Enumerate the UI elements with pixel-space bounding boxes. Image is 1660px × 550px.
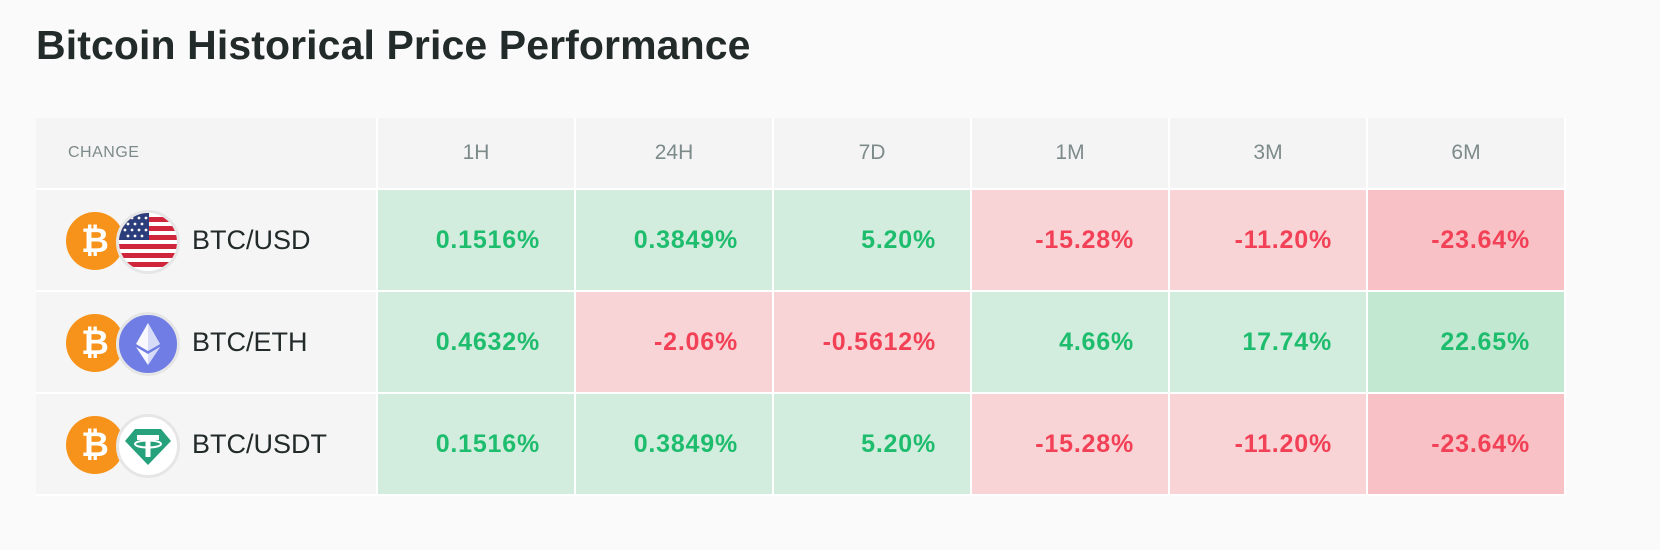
table-header-row: CHANGE 1H 24H 7D 1M 3M 6M xyxy=(36,118,1566,190)
column-header-1h[interactable]: 1H xyxy=(378,118,576,190)
change-1h: 0.1516% xyxy=(378,190,576,292)
column-header-7d[interactable]: 7D xyxy=(774,118,972,190)
column-header-3m[interactable]: 3M xyxy=(1170,118,1368,190)
us-flag-icon xyxy=(116,210,180,274)
change-7d: -0.5612% xyxy=(774,292,972,394)
pair-cell: ₿ BTC/USDT xyxy=(36,394,378,496)
column-header-6m[interactable]: 6M xyxy=(1368,118,1566,190)
bitcoin-icon: ₿ xyxy=(66,416,124,474)
change-7d: 5.20% xyxy=(774,394,972,496)
pair-label[interactable]: BTC/USDT xyxy=(192,428,327,459)
pair-icons: ₿ xyxy=(66,310,180,376)
column-header-1m[interactable]: 1M xyxy=(972,118,1170,190)
change-24h: 0.3849% xyxy=(576,394,774,496)
tether-icon xyxy=(116,414,180,478)
bitcoin-icon: ₿ xyxy=(66,314,124,372)
change-24h: -2.06% xyxy=(576,292,774,394)
change-6m: -23.64% xyxy=(1368,190,1566,292)
pair-label[interactable]: BTC/ETH xyxy=(192,326,308,357)
ethereum-icon xyxy=(116,312,180,376)
change-7d: 5.20% xyxy=(774,190,972,292)
table-row: ₿ BTC/USDT 0.1516% 0.3849% xyxy=(36,394,1566,496)
pair-cell: ₿ BTC/ETH xyxy=(36,292,378,394)
change-6m: 22.65% xyxy=(1368,292,1566,394)
change-1m: 4.66% xyxy=(972,292,1170,394)
change-1m: -15.28% xyxy=(972,394,1170,496)
change-1h: 0.4632% xyxy=(378,292,576,394)
pair-icons: ₿ xyxy=(66,412,180,478)
pair-label[interactable]: BTC/USD xyxy=(192,224,311,255)
pair-icons: ₿ xyxy=(66,208,180,274)
column-header-change: CHANGE xyxy=(36,118,378,190)
table-row: ₿ BTC/ETH 0.4632% -2.06% xyxy=(36,292,1566,394)
pair-cell: ₿ xyxy=(36,190,378,292)
change-3m: -11.20% xyxy=(1170,190,1368,292)
change-1m: -15.28% xyxy=(972,190,1170,292)
bitcoin-icon: ₿ xyxy=(66,212,124,270)
change-1h: 0.1516% xyxy=(378,394,576,496)
column-header-24h[interactable]: 24H xyxy=(576,118,774,190)
change-6m: -23.64% xyxy=(1368,394,1566,496)
table-row: ₿ xyxy=(36,190,1566,292)
change-24h: 0.3849% xyxy=(576,190,774,292)
price-performance-table: CHANGE 1H 24H 7D 1M 3M 6M ₿ xyxy=(36,118,1566,496)
change-3m: -11.20% xyxy=(1170,394,1368,496)
page-title: Bitcoin Historical Price Performance xyxy=(36,22,751,68)
change-3m: 17.74% xyxy=(1170,292,1368,394)
